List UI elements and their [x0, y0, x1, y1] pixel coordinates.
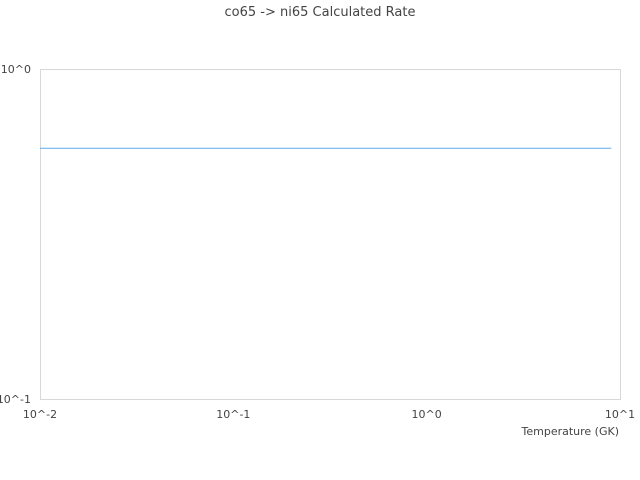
x-tick-label: 10^-1: [216, 408, 250, 421]
x-tick-label: 10^1: [605, 408, 635, 421]
y-tick-label: 10^0: [1, 63, 31, 76]
x-tick-label: 10^0: [412, 408, 442, 421]
y-tick-label: 10^-1: [0, 393, 31, 406]
chart-title: co65 -> ni65 Calculated Rate: [225, 5, 416, 20]
plot-area: [40, 69, 621, 400]
x-tick-label: 10^-2: [23, 408, 57, 421]
x-axis-label: Temperature (GK): [521, 425, 620, 438]
